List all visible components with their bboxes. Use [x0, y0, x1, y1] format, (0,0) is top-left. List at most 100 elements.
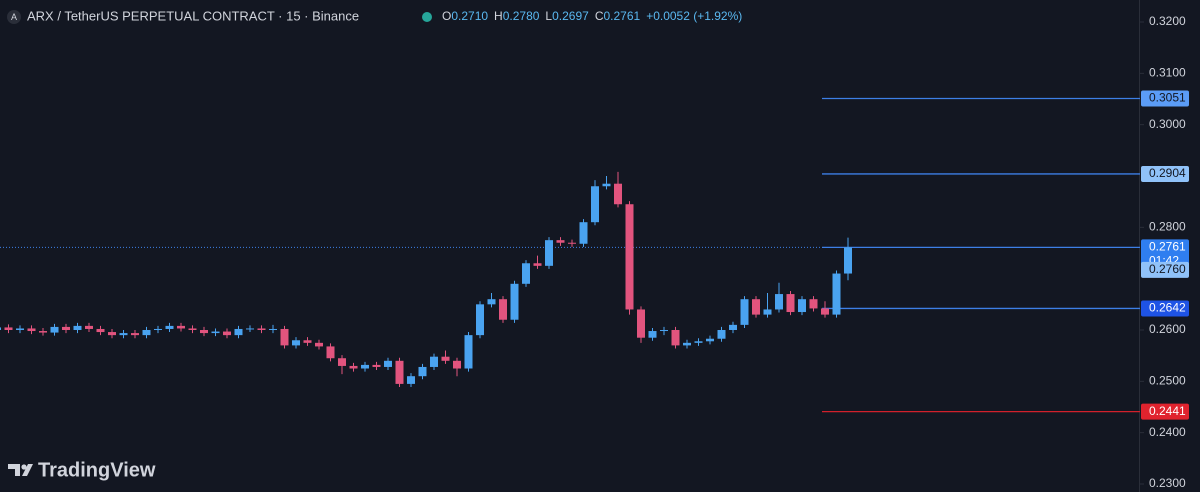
candle-body: [453, 360, 461, 369]
watermark: TradingView: [8, 459, 156, 481]
candle-body: [16, 328, 24, 330]
level-label-bg: [1141, 90, 1189, 107]
ohlc-legend: O0.2710 H0.2780 L0.2697 C0.2761 +0.0052 (+1.…: [442, 9, 742, 23]
candle-body: [303, 340, 312, 343]
legend-value: 0.2761: [603, 9, 640, 23]
legend-value: 0.2697: [552, 9, 589, 23]
candle-body: [775, 294, 783, 310]
candle-body: [579, 222, 588, 244]
level-label: 0.2904: [1149, 166, 1186, 180]
legend-key: O: [442, 9, 451, 23]
y-tick-label: 0.3000: [1149, 117, 1186, 131]
candle-body: [844, 247, 852, 274]
level-label-bg: [1141, 403, 1189, 420]
candle-body: [637, 309, 645, 338]
candle-body: [165, 325, 174, 329]
candle-body: [821, 308, 829, 315]
candle-body: [326, 346, 335, 359]
candle-body: [717, 330, 726, 339]
status-dot: [422, 12, 432, 22]
watermark-logo-dot: [21, 464, 27, 470]
candle-body: [361, 364, 369, 369]
candle-body: [280, 328, 289, 346]
candle-body: [740, 299, 749, 325]
candle-body: [568, 242, 576, 244]
level-label: 0.3051: [1149, 91, 1186, 105]
candle-body: [752, 299, 760, 315]
level-label: 0.2642: [1149, 301, 1186, 315]
y-tick-label: 0.2800: [1149, 220, 1186, 234]
candle-body: [200, 330, 208, 334]
candle-body: [809, 299, 818, 309]
candle-body: [0, 327, 1, 330]
y-tick-label: 0.2400: [1149, 425, 1186, 439]
candle-body: [430, 356, 438, 367]
candle-body: [188, 328, 197, 330]
candle-body: [292, 340, 300, 346]
candle-body: [602, 183, 611, 187]
price-axis: 0.3200 0.3100 0.3000 0.2800 0.2600 0.2500 0.24…: [1140, 14, 1189, 490]
candle-body: [683, 342, 691, 346]
watermark-logo: [8, 464, 33, 476]
level-label-bg: [1141, 239, 1189, 270]
candle-body: [694, 341, 703, 343]
candle-body: [545, 240, 553, 266]
candle-body: [625, 204, 634, 310]
candle-body: [798, 299, 806, 313]
candle-body: [315, 342, 323, 347]
candle-body: [119, 333, 128, 336]
candle-body: [154, 328, 162, 330]
candle-body: [269, 328, 277, 330]
candle-body: [96, 328, 105, 333]
candle-body: [671, 330, 680, 346]
y-tick-label: 0.2600: [1149, 322, 1186, 336]
candle-body: [591, 186, 599, 223]
candle-body: [4, 327, 13, 330]
candle-body: [257, 328, 266, 330]
candle-body: [27, 328, 36, 332]
watermark-text: TradingView: [38, 459, 156, 481]
candle-body: [487, 299, 496, 305]
candle-body: [50, 326, 59, 333]
legend-change: +0.0052 (+1.92%): [646, 9, 742, 23]
y-tick-label: 0.3200: [1149, 14, 1186, 28]
candle-body: [648, 331, 657, 338]
candle-body: [85, 325, 93, 329]
candle-body: [706, 338, 714, 342]
y-tick-label: 0.2300: [1149, 476, 1186, 490]
candle-body: [533, 263, 542, 266]
chart-title: ARX / TetherUS PERPETUAL CONTRACT · 15 ·…: [27, 8, 359, 23]
candle-body: [234, 328, 243, 336]
candle-body: [338, 358, 346, 366]
candle-body: [407, 376, 415, 384]
candle-body: [441, 356, 450, 361]
candle-body: [763, 309, 772, 315]
legend-value: 0.2780: [503, 9, 540, 23]
legend-key: L: [545, 9, 552, 23]
candle-body: [62, 326, 70, 330]
candle-body: [142, 330, 151, 336]
candle-body: [418, 366, 427, 377]
candle-body: [131, 333, 139, 336]
level-label: 0.2761: [1149, 240, 1186, 254]
candle-body: [246, 328, 254, 330]
level-label-bg: [1141, 165, 1189, 182]
candle-body: [177, 325, 185, 329]
header: A ARX / TetherUS PERPETUAL CONTRACT · 15…: [7, 8, 742, 24]
y-tick-label: 0.2500: [1149, 374, 1186, 388]
candle-body: [211, 331, 220, 334]
candle-body: [395, 360, 404, 384]
legend-key: C: [595, 9, 604, 23]
candle-body: [832, 273, 841, 315]
price-label: 0.2760: [1149, 262, 1186, 276]
candle-body: [522, 263, 530, 284]
candle-body: [556, 240, 565, 243]
candle-body: [614, 183, 622, 205]
level-label-bg: [1141, 300, 1189, 317]
candle-body: [349, 365, 358, 369]
symbol-letter: A: [11, 12, 17, 22]
candle-body: [372, 364, 381, 367]
candle-body: [39, 331, 47, 333]
